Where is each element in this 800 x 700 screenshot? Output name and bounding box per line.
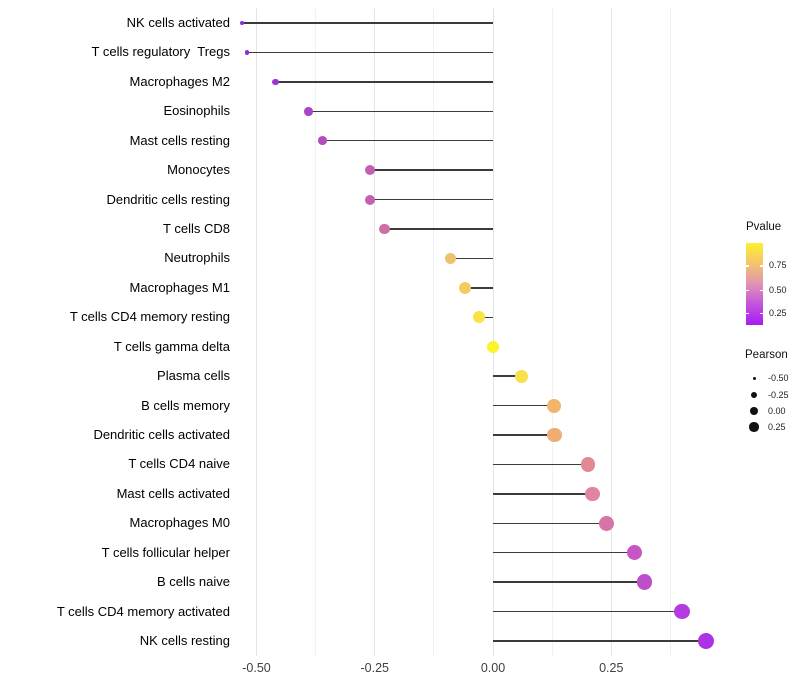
y-axis-label: T cells regulatory Tregs bbox=[91, 44, 230, 60]
pvalue-tick-label: 0.25 bbox=[769, 308, 787, 319]
lollipop-stem bbox=[478, 316, 493, 318]
x-axis-tick-label: 0.25 bbox=[599, 661, 624, 675]
x-axis-tick-label: -0.50 bbox=[242, 661, 271, 675]
pvalue-tick-mark bbox=[760, 312, 763, 315]
data-point bbox=[365, 194, 376, 205]
data-point bbox=[636, 574, 653, 590]
lollipop-stem bbox=[493, 404, 555, 407]
y-axis-label: T cells CD4 memory resting bbox=[69, 309, 230, 325]
x-axis-tick-label: 0.00 bbox=[480, 661, 506, 675]
data-point bbox=[304, 106, 313, 116]
y-axis-label: T cells CD4 memory activated bbox=[56, 603, 230, 619]
legend-pvalue-title: Pvalue bbox=[746, 221, 782, 233]
y-axis-label: Plasma cells bbox=[157, 368, 230, 384]
y-axis-label: B cells naive bbox=[157, 574, 230, 590]
pearson-size-label: -0.25 bbox=[768, 389, 789, 400]
lollipop-stem bbox=[493, 640, 706, 642]
data-point bbox=[514, 369, 528, 383]
y-axis-label: B cells memory bbox=[141, 397, 230, 413]
x-axis-tick-label: -0.25 bbox=[360, 661, 390, 675]
data-point bbox=[627, 545, 643, 561]
lollipop-stem bbox=[450, 257, 493, 260]
lollipop-stem bbox=[493, 493, 593, 495]
lollipop-stem bbox=[493, 375, 522, 377]
data-point bbox=[585, 486, 600, 502]
pvalue-tick-label: 0.75 bbox=[769, 260, 787, 271]
lollipop-stem bbox=[384, 228, 493, 230]
y-axis-label: T cells gamma delta bbox=[113, 338, 230, 354]
data-point bbox=[674, 603, 691, 620]
pvalue-tick-mark bbox=[760, 289, 763, 292]
gridline-minor bbox=[551, 8, 553, 656]
lollipop-stem bbox=[493, 610, 683, 613]
gridline-minor bbox=[669, 8, 671, 656]
data-point bbox=[458, 281, 471, 294]
lollipop-stem bbox=[493, 552, 635, 554]
data-point bbox=[486, 340, 500, 353]
pearson-size-dot bbox=[752, 376, 756, 380]
gridline-major bbox=[492, 8, 494, 656]
lollipop-stem bbox=[464, 287, 493, 289]
y-axis-label: T cells follicular helper bbox=[101, 544, 230, 560]
data-point bbox=[472, 311, 485, 324]
lollipop-stem bbox=[493, 463, 588, 466]
data-point bbox=[697, 632, 714, 650]
gridline-major bbox=[256, 8, 257, 656]
pvalue-tick-mark bbox=[760, 265, 763, 267]
data-point bbox=[378, 223, 390, 235]
y-axis-label: NK cells resting bbox=[139, 633, 230, 649]
pearson-size-dot bbox=[749, 422, 759, 432]
lollipop-stem bbox=[493, 581, 645, 583]
y-axis-label: Dendritic cells activated bbox=[93, 427, 230, 443]
data-point bbox=[547, 427, 562, 443]
y-axis-label: Mast cells resting bbox=[129, 132, 230, 148]
legend-pearson-title: Pearson bbox=[745, 349, 788, 361]
lollipop-stem bbox=[308, 110, 493, 112]
data-point bbox=[318, 136, 328, 146]
data-point bbox=[444, 252, 457, 265]
y-axis-label: Neutrophils bbox=[164, 250, 230, 266]
gridline-minor bbox=[433, 8, 435, 656]
pvalue-gradient-bar bbox=[746, 243, 763, 325]
lollipop-stem bbox=[242, 22, 493, 24]
pearson-size-dot bbox=[750, 407, 758, 415]
pvalue-tick-mark bbox=[746, 265, 749, 267]
pvalue-tick-label: 0.50 bbox=[769, 285, 787, 296]
pvalue-tick-mark bbox=[746, 312, 749, 315]
pearson-size-label: 0.00 bbox=[768, 405, 786, 416]
y-axis-label: Macrophages M0 bbox=[129, 515, 230, 531]
y-axis-label: Monocytes bbox=[167, 162, 230, 178]
pearson-size-dot bbox=[750, 391, 758, 399]
lollipop-stem bbox=[322, 140, 493, 142]
data-point bbox=[599, 515, 615, 531]
lollipop-stem bbox=[493, 522, 607, 524]
gridline-minor bbox=[315, 8, 317, 656]
pearson-size-label: 0.25 bbox=[768, 421, 786, 432]
y-axis-label: T cells CD8 bbox=[163, 221, 230, 236]
data-point bbox=[240, 21, 245, 25]
lollipop-stem bbox=[370, 198, 493, 201]
y-axis-label: Macrophages M1 bbox=[129, 279, 230, 295]
lollipop-stem bbox=[247, 51, 493, 54]
data-point bbox=[244, 50, 250, 55]
y-axis-label: Dendritic cells resting bbox=[106, 191, 230, 207]
pearson-size-label: -0.50 bbox=[768, 372, 789, 383]
data-point bbox=[272, 78, 279, 86]
lollipop-stem bbox=[493, 434, 555, 436]
data-point bbox=[547, 398, 562, 413]
lollipop-stem bbox=[370, 169, 493, 171]
y-axis-label: Eosinophils bbox=[163, 103, 231, 119]
pvalue-tick-mark bbox=[746, 289, 749, 292]
y-axis-label: Mast cells activated bbox=[116, 485, 230, 501]
data-point bbox=[580, 457, 595, 472]
y-axis-label: NK cells activated bbox=[126, 15, 230, 30]
gridline-major bbox=[374, 8, 376, 656]
y-axis-label: Macrophages M2 bbox=[129, 73, 230, 89]
data-point bbox=[365, 165, 376, 176]
gridline-major bbox=[610, 8, 612, 656]
lollipop-stem bbox=[275, 81, 493, 83]
y-axis-label: T cells CD4 naive bbox=[128, 456, 230, 472]
